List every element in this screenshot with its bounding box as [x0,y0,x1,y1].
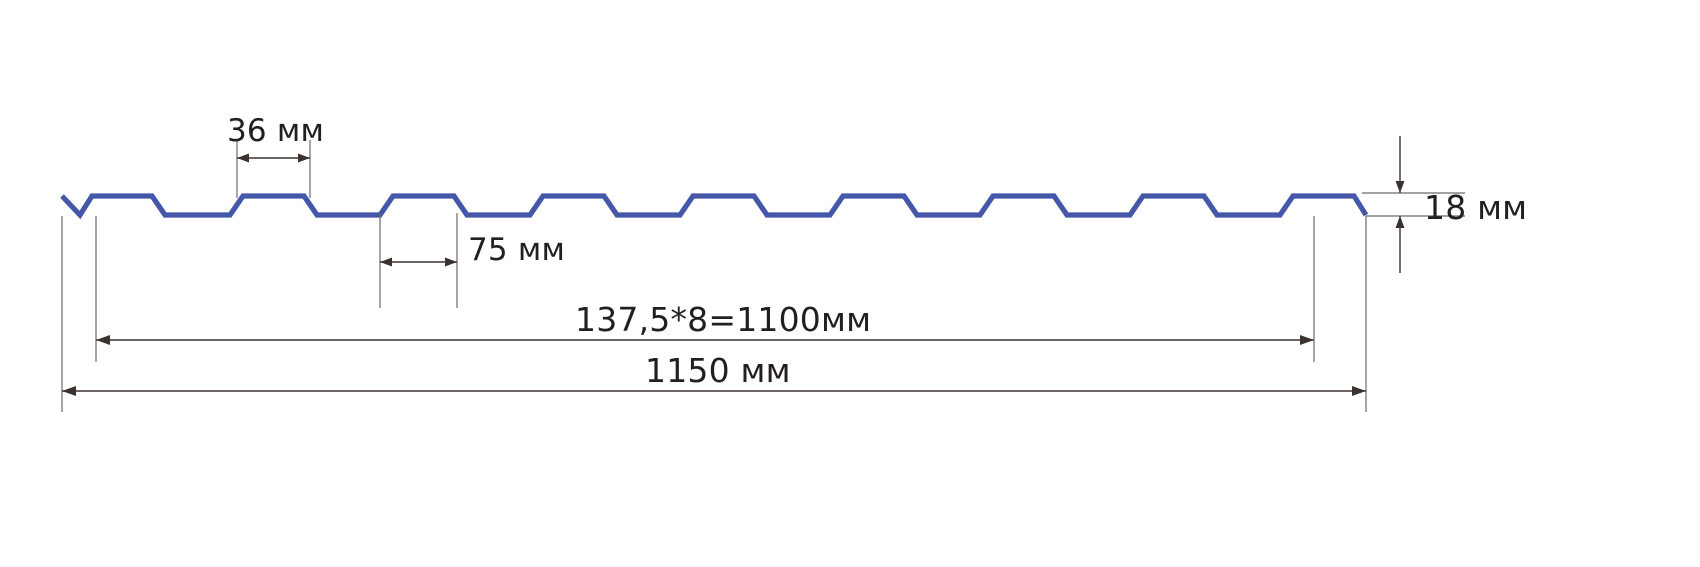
dim-label-18: 18 мм [1424,188,1527,227]
dim-arrow-36 [237,153,310,163]
dim-label-75: 75 мм [468,232,565,268]
dim-arrow-75 [380,257,457,267]
dim-label-1100: 137,5*8=1100мм [575,300,871,339]
dim-label-1150: 1150 мм [645,351,791,390]
dim-arrow-18 [1395,136,1405,273]
dim-arrow-1150 [62,386,1366,396]
dim-label-36: 36 мм [227,113,324,149]
dim-arrow-1100 [96,335,1314,345]
corrugated-profile-line [60,193,1369,220]
